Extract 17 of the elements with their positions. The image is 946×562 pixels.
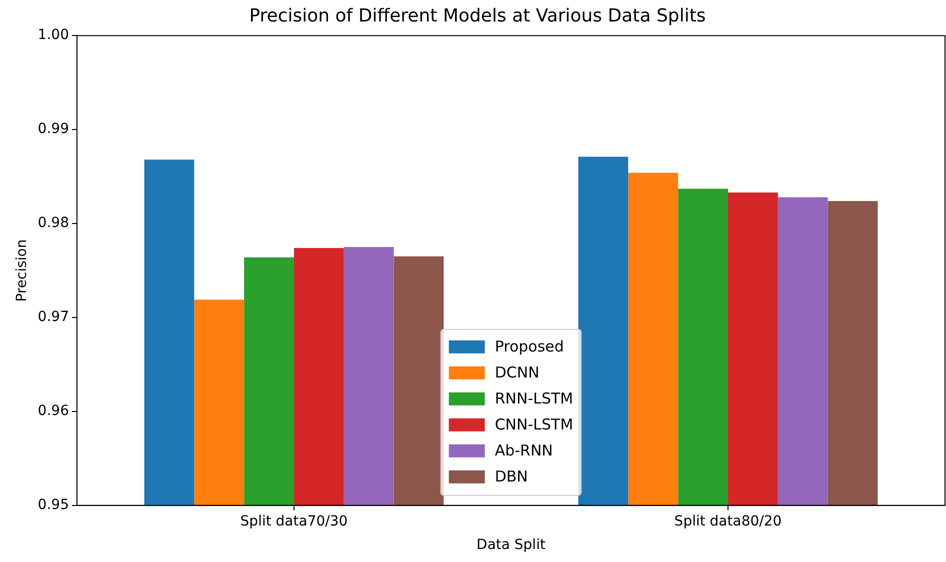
x-tick-label: Split data70/30 <box>240 513 348 530</box>
legend-label: Proposed <box>494 337 564 356</box>
y-tick-label: 0.95 <box>38 497 69 514</box>
x-axis-title: Data Split <box>476 537 546 554</box>
legend-label: Ab-RNN <box>494 441 553 460</box>
x-tick-label: Split data80/20 <box>674 513 782 530</box>
legend-label: CNN-LSTM <box>494 415 574 434</box>
chart-title: Precision of Different Models at Various Data Splits <box>249 5 706 26</box>
y-axis-title: Precision <box>14 239 30 302</box>
y-tick-label: 1.00 <box>38 27 69 44</box>
y-tick-label: 0.97 <box>38 309 69 326</box>
legend-label: DBN <box>494 467 528 486</box>
legend-label: RNN-LSTM <box>494 389 574 408</box>
legend-label: DCNN <box>494 363 540 382</box>
y-tick-label: 0.96 <box>38 403 70 420</box>
y-tick-label: 0.98 <box>38 215 69 232</box>
y-tick-label: 0.99 <box>38 121 69 138</box>
